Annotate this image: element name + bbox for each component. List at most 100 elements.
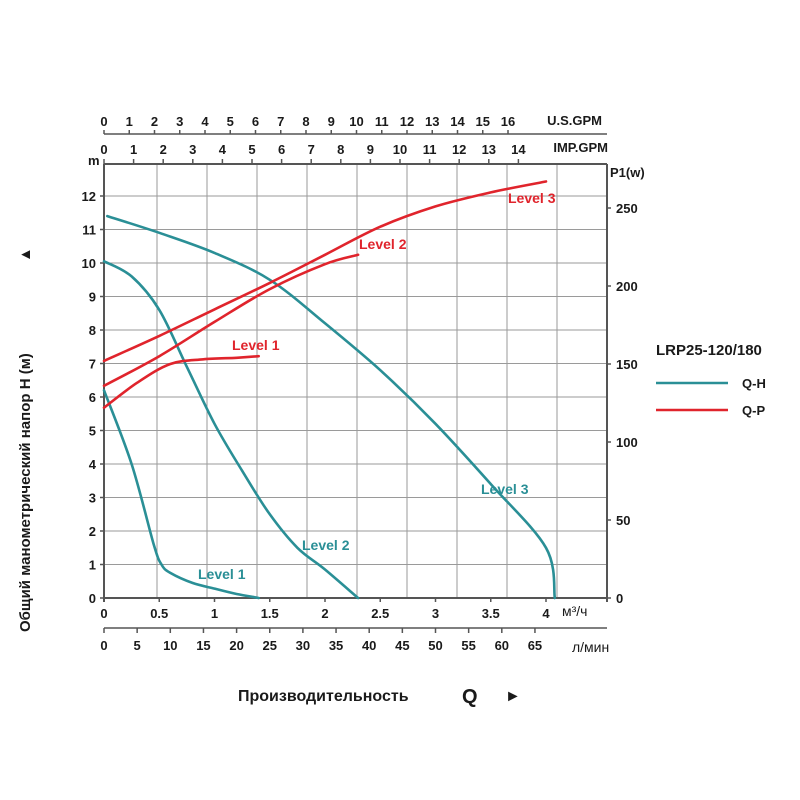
lpm-tick-label: 30 xyxy=(296,638,310,653)
lpm-tick-label: 35 xyxy=(329,638,343,653)
lpm-tick-label: 60 xyxy=(495,638,509,653)
usgpm-tick-label: 9 xyxy=(328,114,335,129)
left-axis-tick-label: 6 xyxy=(89,390,96,405)
q-h-level-3-curve xyxy=(106,214,557,600)
usgpm-tick-label: 14 xyxy=(450,114,465,129)
impgpm-tick-label: 13 xyxy=(482,142,496,157)
q-p-level-1-label: Level 1 xyxy=(232,337,280,353)
m3h-tick-label: 1.5 xyxy=(261,606,279,621)
impgpm-tick-label: 5 xyxy=(248,142,255,157)
legend: LRP25-120/180 Q-H Q-P xyxy=(656,342,766,418)
x-axis-arrow-icon: ► xyxy=(505,688,521,705)
impgpm-tick-label: 3 xyxy=(189,142,196,157)
usgpm-tick-label: 12 xyxy=(400,114,414,129)
y-axis-arrow-icon: ▲ xyxy=(17,247,34,262)
impgpm-tick-label: 2 xyxy=(160,142,167,157)
lpm-tick-label: 40 xyxy=(362,638,376,653)
legend-label-qp: Q-P xyxy=(742,403,765,418)
q-h-level-2-curve xyxy=(102,260,360,600)
lpm-tick-label: 10 xyxy=(163,638,177,653)
left-axis-tick-label: 1 xyxy=(89,558,96,573)
impgpm-tick-label: 8 xyxy=(337,142,344,157)
impgpm-tick-label: 12 xyxy=(452,142,466,157)
usgpm-unit-label: U.S.GPM xyxy=(547,113,602,128)
impgpm-tick-label: 11 xyxy=(423,142,437,157)
lpm-unit-label: л/мин xyxy=(572,639,609,655)
usgpm-tick-label: 4 xyxy=(201,114,209,129)
m3h-unit-label: м³/ч xyxy=(562,603,587,619)
q-h-level-3-label: Level 3 xyxy=(481,481,529,497)
left-axis-tick-label: 9 xyxy=(89,290,96,305)
left-axis-tick-label: 2 xyxy=(89,524,96,539)
q-p-level-3-curve xyxy=(102,180,548,363)
lpm-tick-label: 65 xyxy=(528,638,542,653)
usgpm-tick-label: 2 xyxy=(151,114,158,129)
right-axis-tick-label: 50 xyxy=(616,513,630,528)
left-axis-tick-label: 11 xyxy=(82,223,96,238)
m3h-tick-label: 3.5 xyxy=(482,606,500,621)
right-axis-tick-label: 100 xyxy=(616,435,638,450)
left-axis-tick-label: 3 xyxy=(89,491,96,506)
m3h-tick-label: 4 xyxy=(542,606,550,621)
right-axis-tick-label: 0 xyxy=(616,591,623,606)
m3h-tick-label: 3 xyxy=(432,606,439,621)
x-axis-label: Производительность xyxy=(238,688,409,705)
q-h-level-1-curve xyxy=(102,389,260,600)
impgpm-tick-label: 4 xyxy=(219,142,227,157)
usgpm-tick-label: 5 xyxy=(227,114,234,129)
legend-label-qh: Q-H xyxy=(742,376,766,391)
lpm-tick-label: 50 xyxy=(428,638,442,653)
right-axis-unit: P1(w) xyxy=(610,165,645,180)
usgpm-tick-label: 10 xyxy=(349,114,363,129)
usgpm-tick-label: 3 xyxy=(176,114,183,129)
y-axis-label: Общий манометрический напор H (м) xyxy=(17,353,34,632)
lpm-tick-label: 45 xyxy=(395,638,409,653)
usgpm-tick-label: 7 xyxy=(277,114,284,129)
right-axis-tick-label: 200 xyxy=(616,279,638,294)
m3h-tick-label: 2.5 xyxy=(371,606,389,621)
right-axis-tick-label: 250 xyxy=(616,201,638,216)
left-axis-tick-label: 0 xyxy=(89,591,96,606)
left-axis-tick-label: 8 xyxy=(89,323,96,338)
m3h-tick-label: 2 xyxy=(321,606,328,621)
usgpm-tick-label: 16 xyxy=(501,114,515,129)
legend-title: LRP25-120/180 xyxy=(656,342,762,359)
lpm-tick-label: 5 xyxy=(134,638,141,653)
m3h-tick-label: 1 xyxy=(211,606,218,621)
usgpm-tick-label: 8 xyxy=(302,114,309,129)
usgpm-tick-label: 15 xyxy=(476,114,490,129)
left-axis-tick-label: 12 xyxy=(82,189,96,204)
grid xyxy=(104,164,607,598)
lpm-tick-label: 0 xyxy=(100,638,107,653)
usgpm-tick-label: 6 xyxy=(252,114,259,129)
usgpm-tick-label: 0 xyxy=(100,114,107,129)
curves xyxy=(102,180,557,600)
impgpm-tick-label: 10 xyxy=(393,142,407,157)
impgpm-unit-label: IMP.GPM xyxy=(553,140,608,155)
lpm-tick-label: 15 xyxy=(196,638,210,653)
axes: 0 1 2 3 4 5 6 7 8 9 10 11 12 13 14 15 160 1 2 3 4 5 6 7 8 9 10 11 12… xyxy=(82,114,638,653)
y-axis-title: Общий манометрический напор H (м) ▲ xyxy=(17,247,34,632)
impgpm-tick-label: 6 xyxy=(278,142,285,157)
m3h-tick-label: 0.5 xyxy=(150,606,168,621)
left-axis-tick-label: 10 xyxy=(82,256,96,271)
left-axis-tick-label: 7 xyxy=(89,357,96,372)
usgpm-tick-label: 1 xyxy=(126,114,133,129)
impgpm-tick-label: 9 xyxy=(367,142,374,157)
left-axis-tick-label: 5 xyxy=(89,424,96,439)
curve-labels: Level 3 Level 2 Level 1 Level 3 Level 2 Level… xyxy=(198,190,556,582)
q-h-level-2-label: Level 2 xyxy=(302,537,350,553)
usgpm-tick-label: 11 xyxy=(375,114,389,129)
q-p-level-3-label: Level 3 xyxy=(508,190,556,206)
right-axis-tick-label: 150 xyxy=(616,357,638,372)
q-p-level-2-curve xyxy=(102,253,360,388)
lpm-tick-label: 20 xyxy=(229,638,243,653)
q-p-level-2-label: Level 2 xyxy=(359,236,407,252)
lpm-tick-label: 55 xyxy=(461,638,475,653)
impgpm-tick-label: 1 xyxy=(130,142,137,157)
impgpm-tick-label: 14 xyxy=(511,142,526,157)
left-axis-unit: m xyxy=(88,153,100,168)
q-p-level-1-curve xyxy=(102,354,260,409)
usgpm-tick-label: 13 xyxy=(425,114,439,129)
